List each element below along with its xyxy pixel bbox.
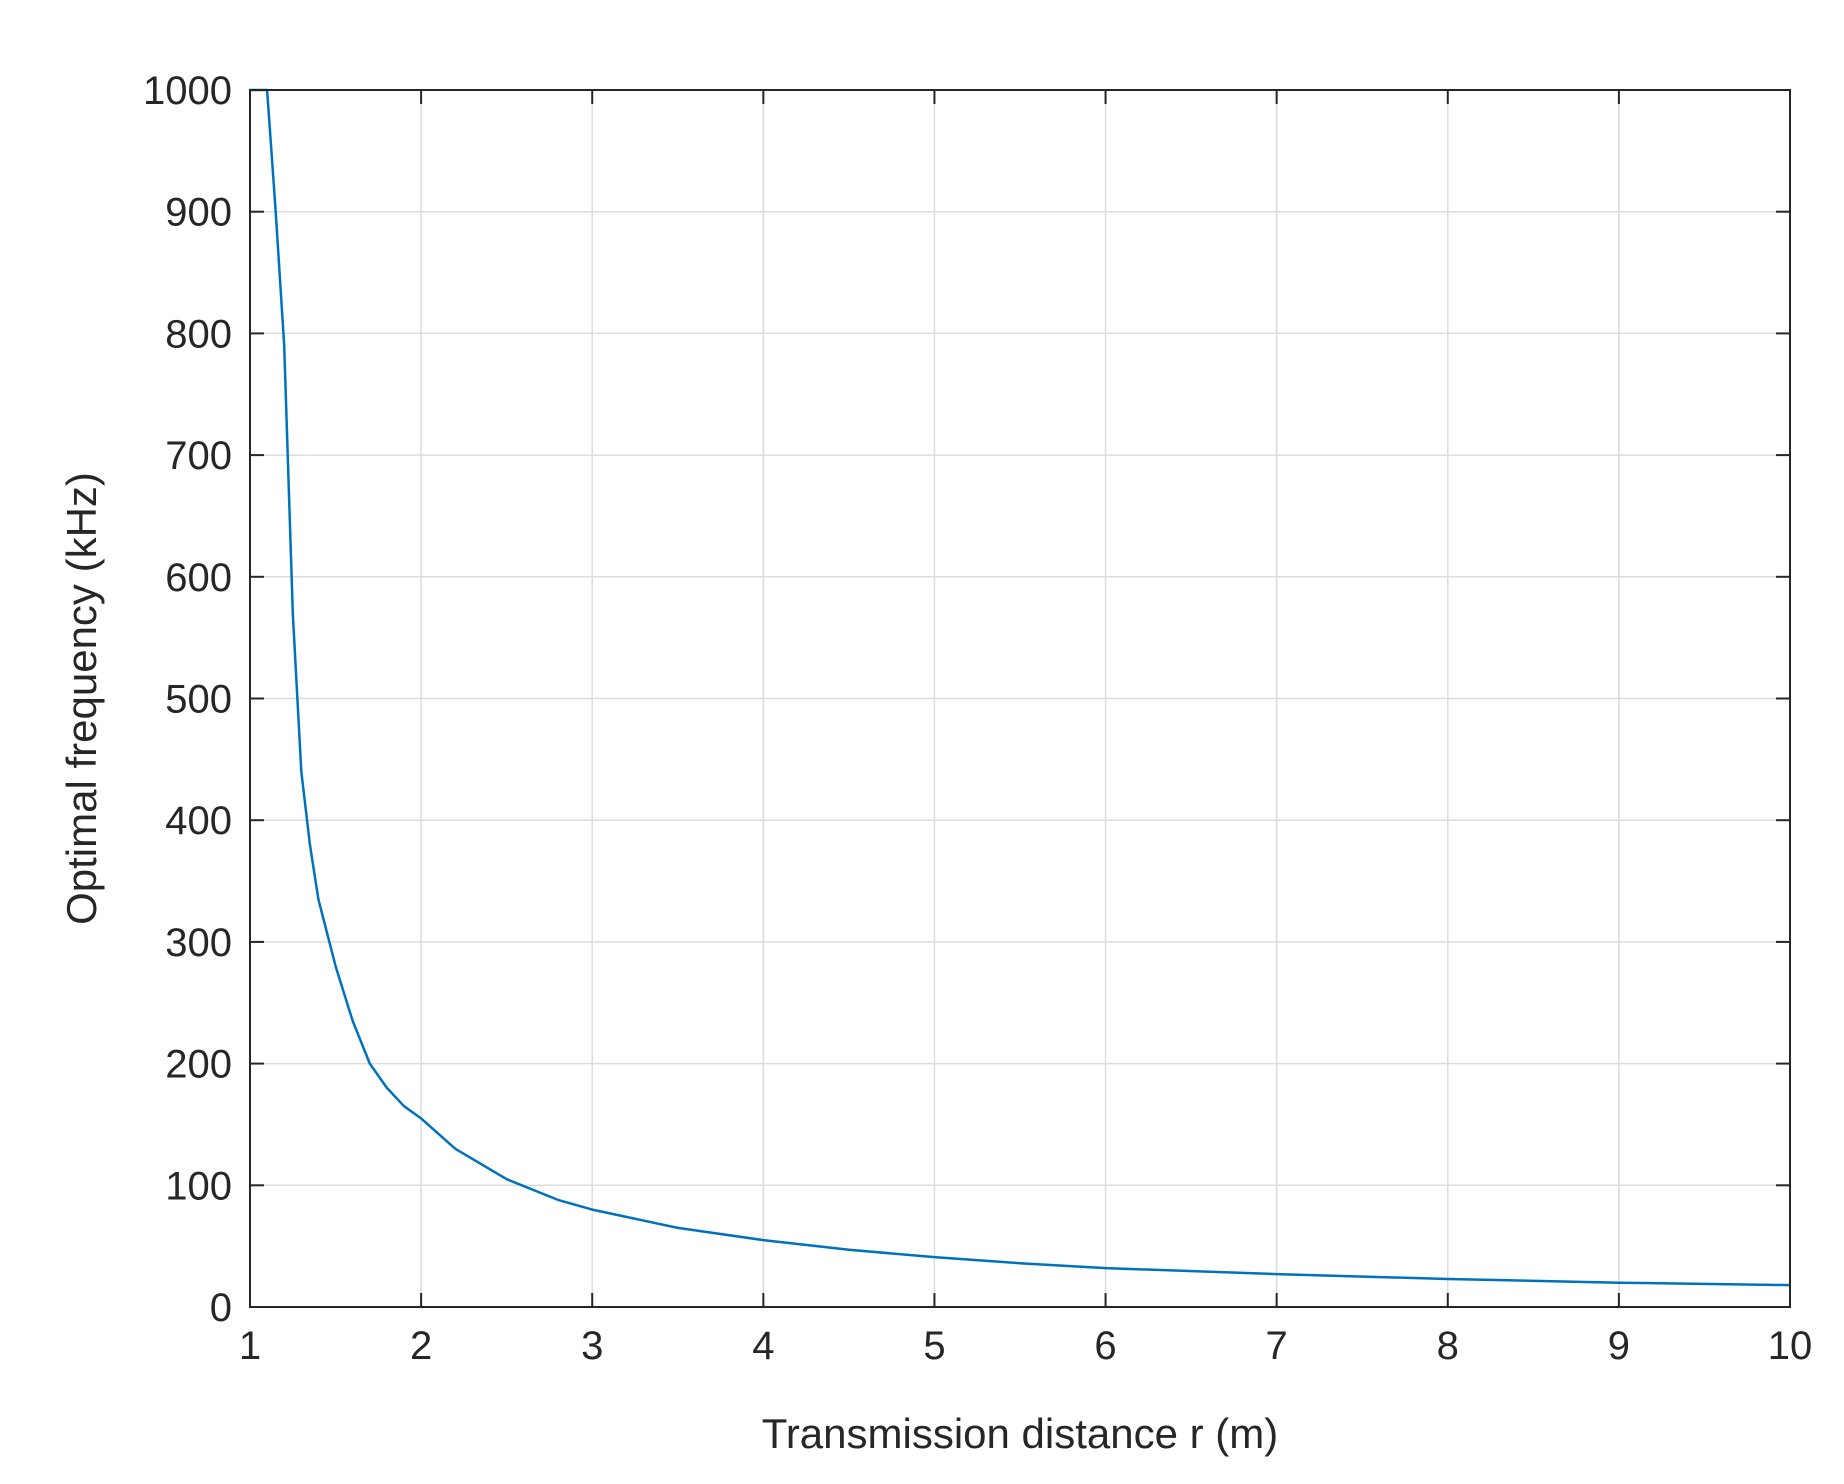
y-tick-label: 700 — [165, 434, 232, 478]
x-axis-label: Transmission distance r (m) — [762, 1410, 1279, 1457]
tick-marks — [249, 89, 1791, 1308]
y-tick-label: 900 — [165, 191, 232, 235]
y-axis-label: Optimal frequency (kHz) — [58, 472, 105, 925]
y-tick-label: 800 — [165, 312, 232, 356]
x-tick-label: 2 — [410, 1324, 432, 1368]
y-tick-label: 500 — [165, 678, 232, 722]
x-tick-label: 1 — [239, 1324, 261, 1368]
x-tick-label: 9 — [1608, 1324, 1630, 1368]
series-line — [250, 88, 1791, 1287]
y-tick-label: 100 — [165, 1164, 232, 1208]
x-tick-label: 4 — [752, 1324, 774, 1368]
y-tick-label: 400 — [165, 799, 232, 843]
y-tick-label: 1000 — [143, 69, 232, 113]
x-tick-label: 7 — [1266, 1324, 1288, 1368]
y-tick-label: 300 — [165, 921, 232, 965]
x-tick-label: 10 — [1768, 1324, 1813, 1368]
x-tick-label: 3 — [581, 1324, 603, 1368]
y-tick-label: 600 — [165, 556, 232, 600]
series-layer — [250, 88, 1791, 1287]
y-tick-label: 200 — [165, 1043, 232, 1087]
y-tick-labels: 0 100 200 300 400 500 600 700 800 900 1000 — [143, 69, 232, 1330]
x-tick-label: 8 — [1437, 1324, 1459, 1368]
y-tick-label: 0 — [210, 1286, 232, 1330]
x-tick-label: 6 — [1094, 1324, 1116, 1368]
grid-lines — [249, 89, 1791, 1308]
x-tick-label: 5 — [923, 1324, 945, 1368]
x-tick-labels: 1 2 3 4 5 6 7 8 9 10 — [239, 1324, 1812, 1368]
